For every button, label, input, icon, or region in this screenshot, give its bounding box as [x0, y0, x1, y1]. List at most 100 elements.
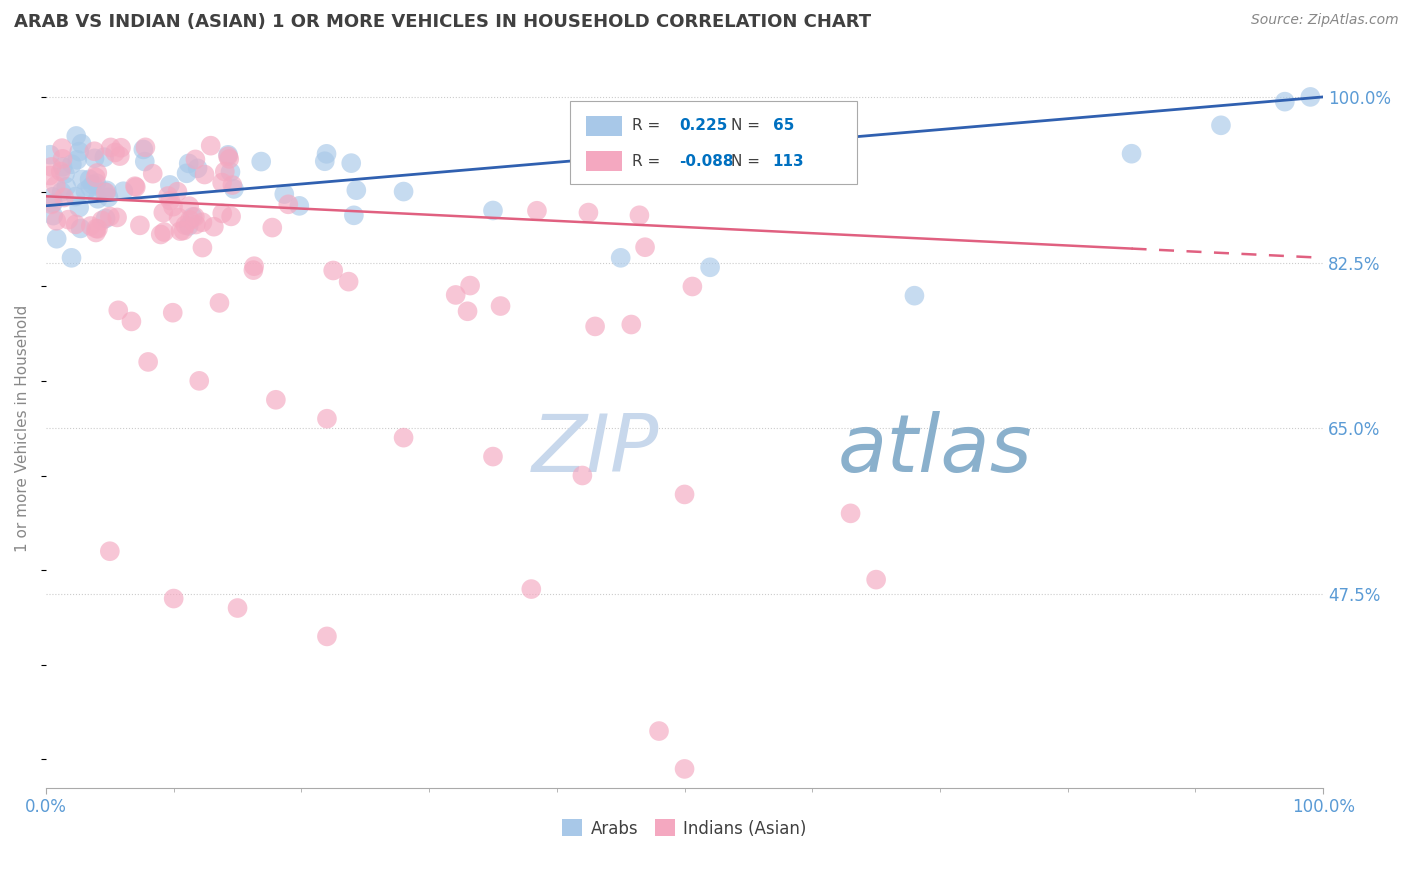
- Point: [214, 164, 236, 178]
- Point: [222, 182, 245, 196]
- Text: 65: 65: [773, 118, 794, 133]
- Point: [179, 199, 201, 213]
- Point: [315, 146, 337, 161]
- Point: [839, 507, 862, 521]
- Point: [86, 176, 108, 190]
- Point: [45, 232, 67, 246]
- Point: [526, 203, 548, 218]
- Point: [184, 153, 207, 167]
- Point: [107, 303, 129, 318]
- Text: 113: 113: [773, 153, 804, 169]
- Point: [202, 219, 225, 234]
- Text: atlas: atlas: [838, 410, 1032, 489]
- Point: [112, 184, 135, 198]
- Point: [337, 275, 360, 289]
- Point: [42, 196, 65, 211]
- Point: [191, 215, 214, 229]
- Point: [70, 172, 93, 186]
- Point: [314, 154, 336, 169]
- Point: [162, 306, 184, 320]
- Text: Source: ZipAtlas.com: Source: ZipAtlas.com: [1251, 13, 1399, 28]
- Point: [83, 145, 105, 159]
- Point: [181, 210, 204, 224]
- Point: [60, 251, 83, 265]
- Point: [226, 601, 249, 615]
- Point: [188, 374, 211, 388]
- Point: [609, 251, 631, 265]
- Point: [865, 573, 887, 587]
- Point: [51, 152, 73, 166]
- Point: [79, 172, 101, 186]
- Point: [219, 210, 242, 224]
- Point: [166, 185, 188, 199]
- Point: [136, 355, 159, 369]
- Point: [67, 201, 90, 215]
- Point: [159, 178, 181, 192]
- Point: [243, 259, 266, 273]
- Point: [322, 263, 344, 277]
- Point: [75, 184, 97, 198]
- Point: [100, 140, 122, 154]
- Point: [124, 179, 146, 194]
- Point: [65, 128, 87, 143]
- Point: [699, 260, 721, 275]
- Point: [392, 431, 415, 445]
- Point: [174, 218, 197, 232]
- Point: [179, 212, 201, 227]
- Point: [87, 192, 110, 206]
- Point: [132, 143, 155, 157]
- Text: N =: N =: [731, 118, 765, 133]
- Point: [153, 225, 176, 239]
- Point: [167, 211, 190, 225]
- Point: [458, 278, 481, 293]
- Point: [110, 141, 132, 155]
- Point: [94, 186, 117, 200]
- Point: [273, 187, 295, 202]
- Point: [200, 138, 222, 153]
- Point: [41, 160, 63, 174]
- Point: [65, 218, 87, 232]
- Point: [125, 180, 148, 194]
- Text: 0.225: 0.225: [679, 118, 728, 133]
- Legend: Arabs, Indians (Asian): Arabs, Indians (Asian): [555, 813, 814, 844]
- Point: [482, 450, 505, 464]
- Point: [129, 219, 152, 233]
- Point: [93, 185, 115, 199]
- Point: [583, 319, 606, 334]
- Point: [344, 183, 367, 197]
- Point: [157, 189, 180, 203]
- Point: [673, 487, 696, 501]
- Point: [648, 724, 671, 739]
- Point: [177, 156, 200, 170]
- Point: [82, 178, 104, 192]
- Point: [620, 318, 643, 332]
- Point: [84, 221, 107, 235]
- Point: [264, 392, 287, 407]
- FancyBboxPatch shape: [586, 151, 621, 171]
- Point: [250, 154, 273, 169]
- Point: [221, 178, 243, 192]
- Point: [673, 762, 696, 776]
- Point: [211, 176, 233, 190]
- Point: [392, 185, 415, 199]
- Point: [1274, 95, 1296, 109]
- Point: [1299, 90, 1322, 104]
- Point: [571, 468, 593, 483]
- Point: [87, 221, 110, 235]
- Point: [45, 214, 67, 228]
- Point: [86, 166, 108, 180]
- Point: [457, 304, 479, 318]
- Point: [176, 166, 198, 180]
- Point: [184, 210, 207, 224]
- Point: [53, 190, 76, 204]
- Point: [70, 136, 93, 151]
- Point: [903, 288, 925, 302]
- Point: [93, 150, 115, 164]
- Point: [1209, 118, 1232, 132]
- Point: [41, 190, 63, 204]
- Point: [51, 141, 73, 155]
- Point: [177, 219, 200, 233]
- Point: [162, 200, 184, 214]
- Point: [173, 223, 195, 237]
- Point: [219, 165, 242, 179]
